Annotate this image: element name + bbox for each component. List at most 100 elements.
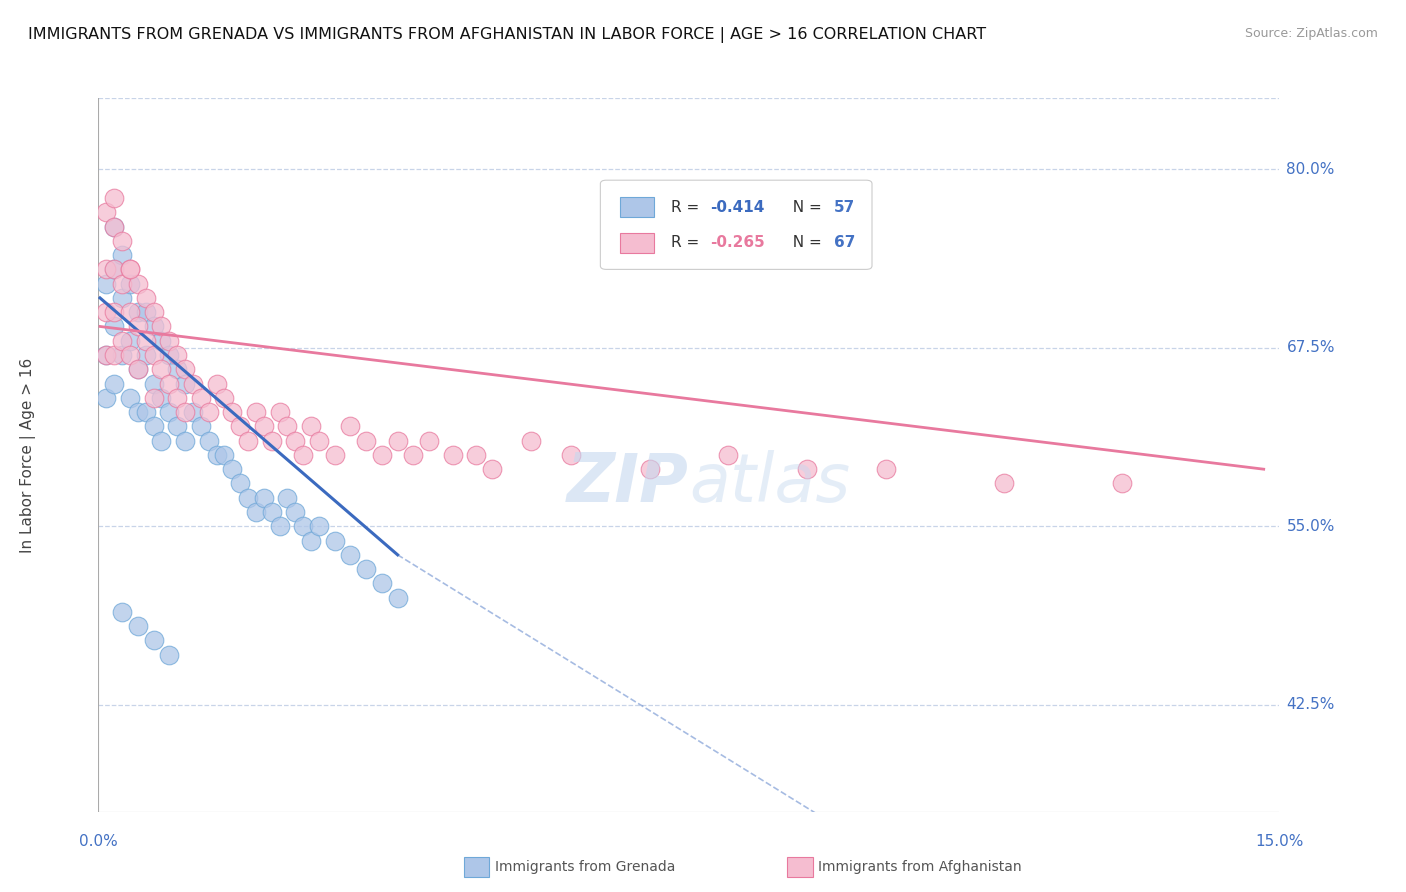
Point	[197, 434, 219, 448]
Point	[103, 219, 125, 234]
Point	[118, 391, 141, 405]
Point	[142, 319, 165, 334]
Text: IMMIGRANTS FROM GRENADA VS IMMIGRANTS FROM AFGHANISTAN IN LABOR FORCE | AGE > 16: IMMIGRANTS FROM GRENADA VS IMMIGRANTS FR…	[28, 27, 986, 43]
Point	[150, 434, 173, 448]
Text: 57: 57	[834, 200, 855, 215]
Point	[339, 548, 361, 562]
Point	[284, 505, 307, 519]
Point	[993, 476, 1015, 491]
Point	[371, 576, 394, 591]
Point	[796, 462, 818, 476]
Point	[245, 505, 267, 519]
Point	[157, 648, 180, 662]
Point	[323, 533, 346, 548]
Point	[135, 334, 157, 348]
Point	[166, 348, 188, 362]
Point	[308, 519, 330, 533]
Text: In Labor Force | Age > 16: In Labor Force | Age > 16	[20, 358, 37, 552]
Text: Immigrants from Afghanistan: Immigrants from Afghanistan	[818, 860, 1022, 874]
Point	[150, 334, 173, 348]
Point	[214, 448, 236, 462]
Text: R =: R =	[671, 200, 704, 215]
Bar	[620, 233, 654, 253]
Point	[308, 434, 330, 448]
Point	[441, 448, 464, 462]
Point	[638, 462, 661, 476]
Point	[221, 405, 243, 419]
Text: 55.0%: 55.0%	[1286, 519, 1334, 533]
Point	[339, 419, 361, 434]
Point	[181, 405, 204, 419]
Point	[96, 348, 118, 362]
Point	[103, 305, 125, 319]
Point	[174, 362, 197, 376]
Point	[127, 277, 149, 291]
Point	[157, 348, 180, 362]
FancyBboxPatch shape	[600, 180, 872, 269]
Point	[103, 376, 125, 391]
Text: ZIP: ZIP	[567, 450, 689, 516]
Point	[111, 605, 134, 619]
Point	[166, 391, 188, 405]
Point	[299, 419, 322, 434]
Text: 80.0%: 80.0%	[1286, 162, 1334, 177]
Point	[127, 319, 149, 334]
Point	[135, 305, 157, 319]
Point	[142, 391, 165, 405]
Point	[103, 219, 125, 234]
Point	[127, 619, 149, 633]
Point	[96, 262, 118, 277]
Text: 42.5%: 42.5%	[1286, 698, 1334, 712]
Point	[190, 391, 212, 405]
Text: R =: R =	[671, 235, 704, 251]
Point	[96, 305, 118, 319]
Point	[1111, 476, 1133, 491]
Point	[205, 448, 228, 462]
Point	[323, 448, 346, 462]
Point	[157, 334, 180, 348]
Point	[387, 591, 409, 605]
Point	[127, 362, 149, 376]
Point	[111, 277, 134, 291]
Point	[402, 448, 425, 462]
Point	[253, 419, 276, 434]
Point	[260, 505, 283, 519]
Point	[96, 205, 118, 219]
Point	[174, 376, 197, 391]
Point	[118, 277, 141, 291]
Point	[103, 191, 125, 205]
Point	[166, 362, 188, 376]
Point	[229, 419, 252, 434]
Point	[717, 448, 740, 462]
Point	[135, 291, 157, 305]
Point	[103, 262, 125, 277]
Point	[150, 319, 173, 334]
Point	[103, 319, 125, 334]
Text: atlas: atlas	[689, 450, 851, 516]
Point	[253, 491, 276, 505]
Point	[174, 434, 197, 448]
Point	[127, 305, 149, 319]
Point	[103, 262, 125, 277]
Text: 0.0%: 0.0%	[79, 834, 118, 849]
Point	[371, 448, 394, 462]
Point	[205, 376, 228, 391]
Point	[166, 419, 188, 434]
Point	[111, 334, 134, 348]
Point	[174, 405, 197, 419]
Point	[269, 519, 291, 533]
Point	[142, 376, 165, 391]
Point	[387, 434, 409, 448]
Point	[118, 334, 141, 348]
Point	[127, 405, 149, 419]
Point	[299, 533, 322, 548]
Point	[135, 405, 157, 419]
Point	[465, 448, 488, 462]
Point	[118, 262, 141, 277]
Text: 67.5%: 67.5%	[1286, 341, 1334, 355]
Point	[142, 348, 165, 362]
Point	[157, 376, 180, 391]
Point	[118, 305, 141, 319]
Point	[118, 348, 141, 362]
Point	[245, 405, 267, 419]
